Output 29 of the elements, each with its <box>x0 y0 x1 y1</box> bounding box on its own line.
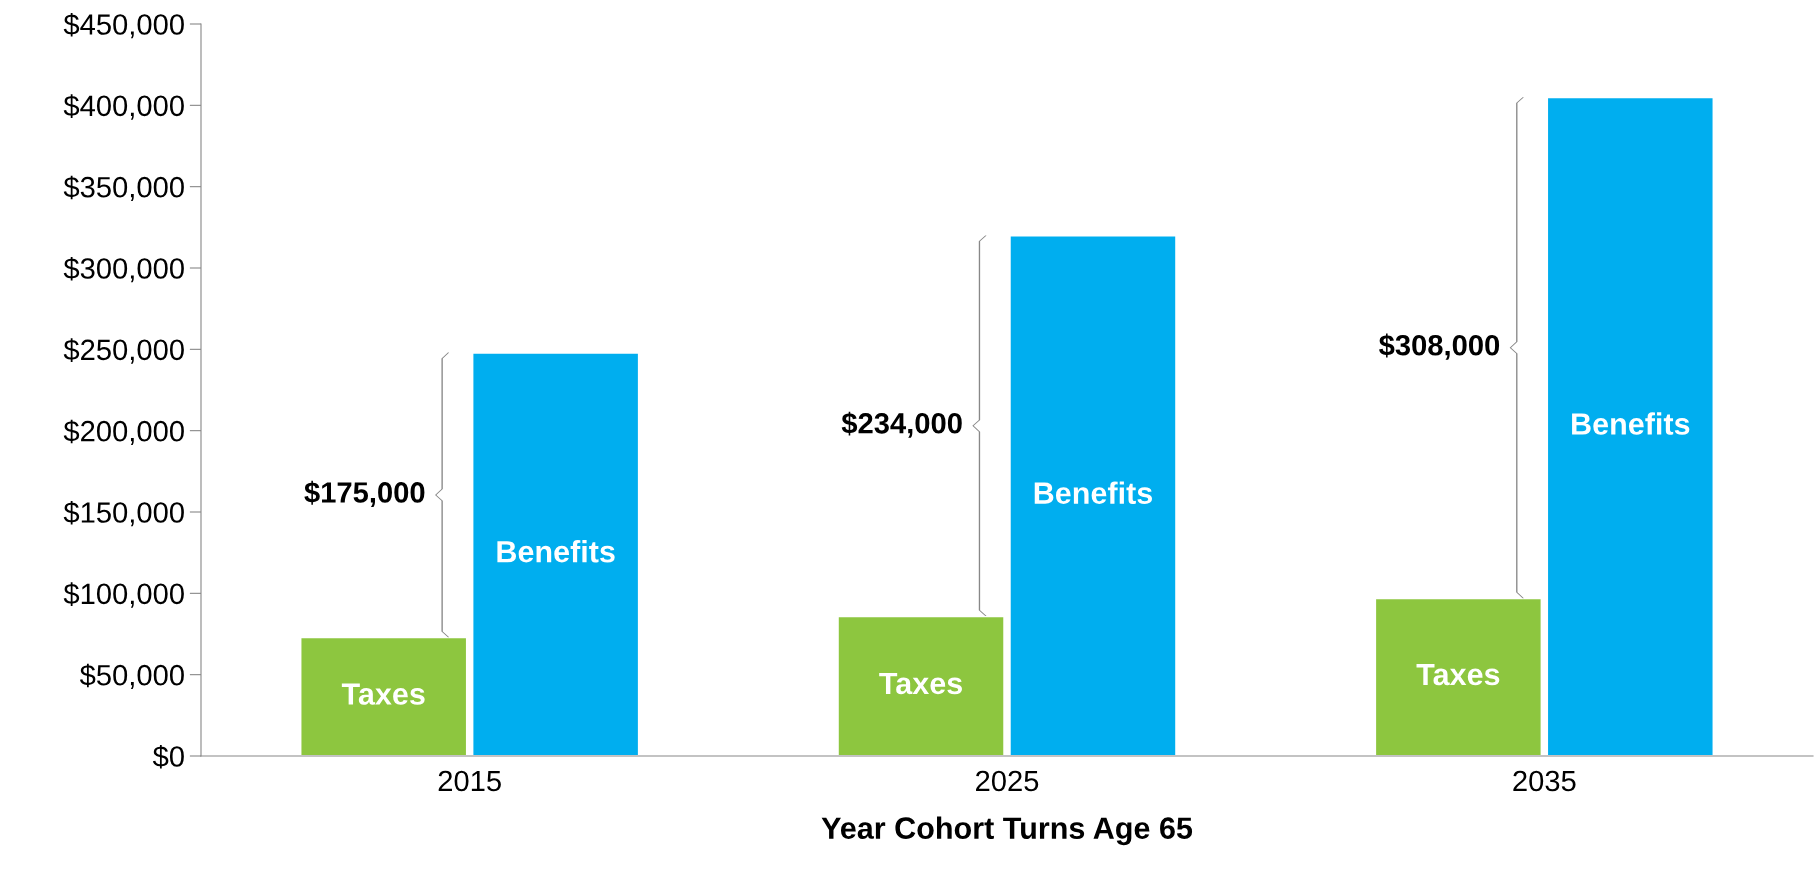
bar <box>1374 597 1543 756</box>
annotation: $234,000 <box>841 411 962 438</box>
x-axis-title: Year Cohort Turns Age 65 <box>821 816 1193 846</box>
y-tick-label: $200,000 <box>63 419 184 445</box>
y-tick-label: $150,000 <box>63 500 184 527</box>
bar <box>836 615 1006 756</box>
x-tick-label: 2015 <box>438 770 501 792</box>
text: Taxes <box>341 683 425 705</box>
y-tick-label: $400,000 <box>63 94 184 120</box>
x-tick-label: 2035 <box>1513 770 1576 792</box>
annotation: $175,000 <box>304 480 425 507</box>
text: Taxes <box>1416 663 1500 686</box>
y-tick-label: $250,000 <box>63 338 184 364</box>
x-tick-label: 2025 <box>976 770 1039 792</box>
y-tick-label: $0 <box>152 744 184 769</box>
text: Benefits <box>1034 481 1152 504</box>
y-tick-label: $350,000 <box>63 175 184 201</box>
y-tick-label: $100,000 <box>63 582 184 608</box>
bar <box>1008 234 1178 756</box>
y-tick-label: $450,000 <box>63 12 184 39</box>
bar <box>299 636 469 756</box>
y-tick-label: $50,000 <box>79 663 184 689</box>
bar <box>471 351 640 756</box>
series-label: Benefits <box>497 540 615 563</box>
annotation: $308,000 <box>1379 333 1500 360</box>
y-tick-label: $300,000 <box>63 256 184 283</box>
series-label: Taxes <box>879 672 962 695</box>
bar <box>1545 96 1715 756</box>
text: Benefits <box>1572 412 1690 435</box>
